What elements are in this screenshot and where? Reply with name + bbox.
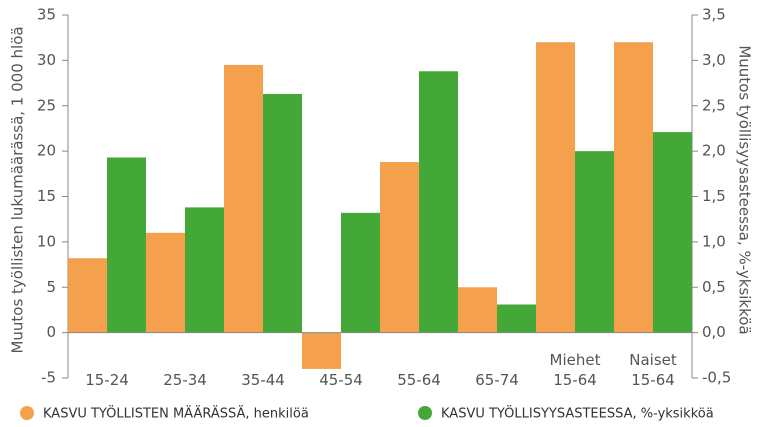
x-tick-label: 55-64 [397,371,441,389]
legend-label: KASVU TYÖLLISTEN MÄÄRÄSSÄ, henkilöä [43,405,309,422]
bar [263,93,302,333]
bar [614,42,653,333]
y2-tick-label: 0,5 [702,278,726,296]
y-tick-label: 0 [46,323,56,341]
y-tick-label: 35 [37,6,56,24]
bar [458,287,497,333]
x-tick-label: 65-74 [475,371,519,389]
bar [341,212,380,333]
bar [107,157,146,333]
bar [536,42,575,333]
bar [653,132,692,333]
y-tick-label: 30 [37,51,56,69]
x-tick-label: 45-54 [319,371,363,389]
x-tick-label: 35-44 [241,371,285,389]
y-tick-label: 5 [46,278,56,296]
bar [302,332,341,369]
legend-marker [20,406,34,420]
x-tick-label: Miehet 15-64 [549,351,601,389]
y-tick-label: 10 [37,232,56,250]
y-tick-label: 15 [37,187,56,205]
legend-marker [418,406,432,420]
y2-tick-label: 2,0 [702,142,726,160]
y2-tick-label: 1,0 [702,232,726,250]
y2-tick-label: 0,0 [702,323,726,341]
x-tick-label: 15-24 [85,371,129,389]
x-tick-label: 25-34 [163,371,207,389]
y2-tick-label: 3,0 [702,51,726,69]
y2-tick-label: 2,5 [702,96,726,114]
y2-axis-label: Muutos työllisyysasteessa, %-yksikköä [736,45,754,334]
y-tick-label: 25 [37,96,56,114]
y-axis-label: Muutos työllisten lukumäärässä, 1 000 hl… [9,26,27,353]
bar [497,304,536,333]
y2-tick-label: 3,5 [702,6,726,24]
y2-tick-label: -0,5 [702,369,731,387]
bar [185,207,224,333]
y-tick-label: -5 [41,369,56,387]
bar [419,71,458,333]
bar [224,64,263,333]
y-tick-label: 20 [37,142,56,160]
x-tick-label: Naiset 15-64 [629,351,677,389]
legend-label: KASVU TYÖLLISYYSASTEESSA, %-yksikköä [441,405,714,422]
bar [575,151,614,333]
y2-tick-label: 1,5 [702,187,726,205]
bar [68,258,107,333]
bar [380,162,419,333]
bar [146,232,185,333]
